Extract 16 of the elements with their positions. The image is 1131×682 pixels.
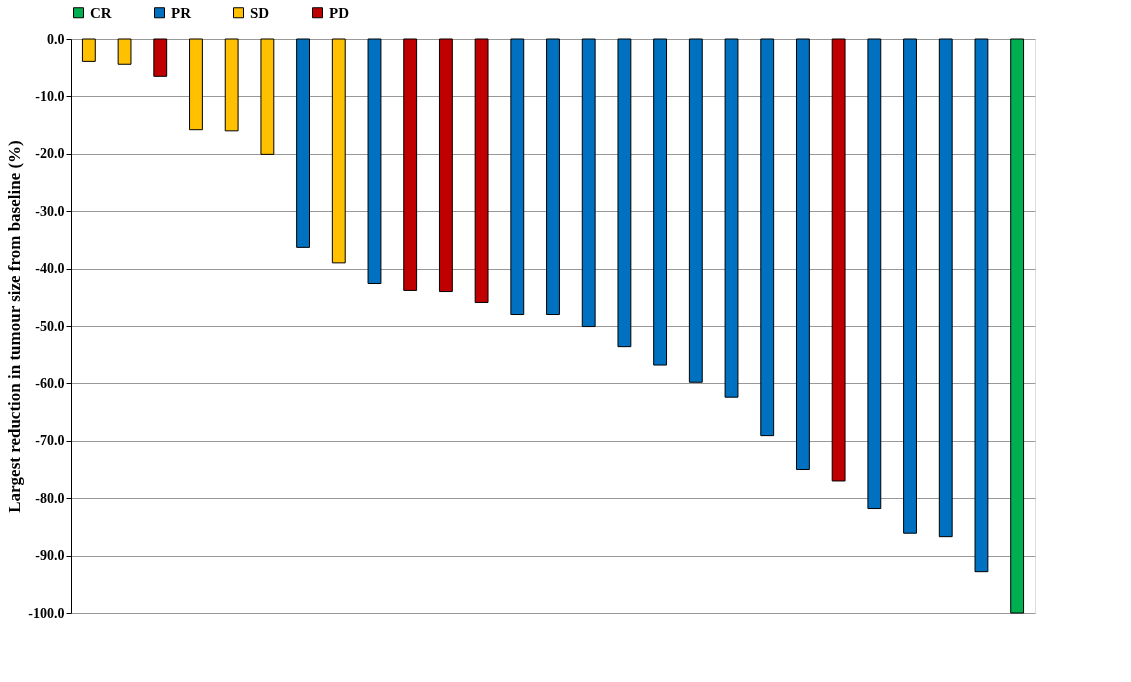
legend-label: CR — [90, 4, 112, 21]
y-tick-label: -100.0 — [28, 605, 65, 621]
y-tick-label: -60.0 — [35, 375, 65, 391]
y-tick-label: 0.0 — [47, 31, 65, 47]
y-tick-label: -10.0 — [35, 88, 65, 104]
legend-label: PR — [171, 4, 192, 21]
y-axis-title: Largest reduction in tumour size from baseline (%) — [5, 140, 25, 513]
y-tick-label: -80.0 — [35, 490, 65, 506]
legend-label: SD — [250, 4, 270, 21]
y-tick-label: -50.0 — [35, 318, 65, 334]
y-tick-label: -40.0 — [35, 261, 65, 277]
y-tick-label: -30.0 — [35, 203, 65, 219]
y-tick-label: -20.0 — [35, 146, 65, 162]
y-tick-label: -90.0 — [35, 548, 65, 564]
y-tick-label: -70.0 — [35, 433, 65, 449]
legend-label: PD — [329, 4, 350, 21]
